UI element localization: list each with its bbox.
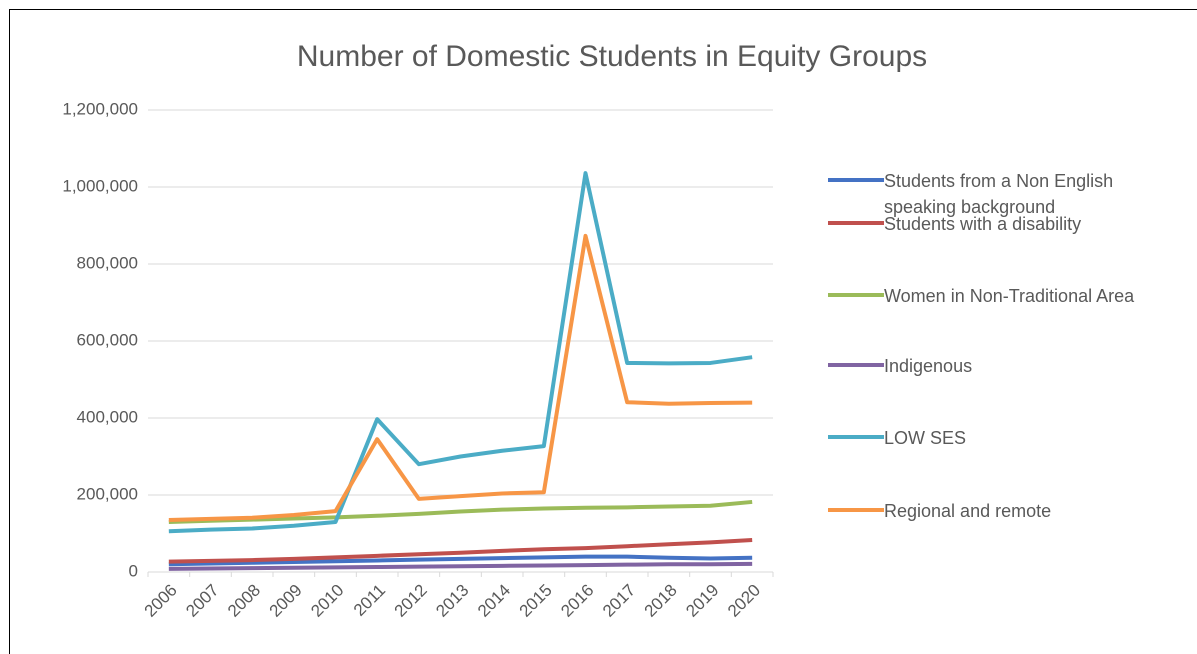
legend-label: Women in Non-Traditional Area	[884, 286, 1135, 306]
legend-item: Students from a Non English speaking bac…	[828, 168, 1169, 220]
series-line	[168, 499, 753, 524]
x-tick-label: 2013	[432, 581, 472, 621]
y-tick-label: 200,000	[77, 484, 138, 503]
legend-label: LOW SES	[884, 428, 967, 448]
legend-swatch	[828, 221, 884, 225]
legend-item: Indigenous	[828, 353, 972, 379]
legend-label: Students with a disability	[884, 214, 1082, 234]
y-tick-label: 1,000,000	[62, 176, 138, 195]
series-line	[168, 538, 753, 564]
legend-item: Women in Non-Traditional Area	[828, 283, 1134, 309]
chart-title: Number of Domestic Students in Equity Gr…	[297, 40, 927, 73]
x-tick-label: 2010	[307, 581, 347, 621]
legend-swatch	[828, 293, 884, 297]
x-tick-label: 2008	[224, 581, 264, 621]
legend-item: Students with a disability	[828, 211, 1081, 237]
x-tick-label: 2012	[391, 581, 431, 621]
legend-item: Regional and remote	[828, 498, 1051, 524]
y-tick-label: 400,000	[77, 407, 138, 426]
y-tick-label: 0	[129, 561, 138, 580]
legend-label: Regional and remote	[884, 501, 1052, 521]
legend-swatch	[828, 363, 884, 367]
y-tick-label: 600,000	[77, 330, 138, 349]
series-line	[168, 561, 753, 571]
x-tick-label: 2006	[141, 581, 181, 621]
x-tick-label: 2017	[599, 581, 639, 621]
series-line	[168, 233, 753, 523]
legend-label: Indigenous	[884, 356, 973, 376]
series-line	[168, 554, 753, 567]
x-tick-label: 2020	[724, 581, 764, 621]
legend-swatch	[828, 508, 884, 512]
x-tick-label: 2007	[182, 581, 222, 621]
legend-label: Students from a Non English speaking bac…	[884, 171, 1114, 217]
y-tick-label: 1,200,000	[62, 99, 138, 118]
y-tick-label: 800,000	[77, 253, 138, 272]
x-tick-label: 2019	[682, 581, 722, 621]
x-tick-label: 2016	[557, 581, 597, 621]
chart-border	[9, 9, 1197, 654]
x-tick-label: 2014	[474, 581, 514, 621]
x-tick-label: 2011	[350, 581, 389, 620]
x-tick-label: 2015	[516, 581, 556, 621]
x-tick-label: 2018	[641, 581, 681, 621]
legend-item: LOW SES	[828, 425, 966, 451]
legend-swatch	[828, 435, 884, 439]
legend-swatch	[828, 178, 884, 182]
x-tick-label: 2009	[266, 581, 306, 621]
series-line	[168, 171, 753, 534]
